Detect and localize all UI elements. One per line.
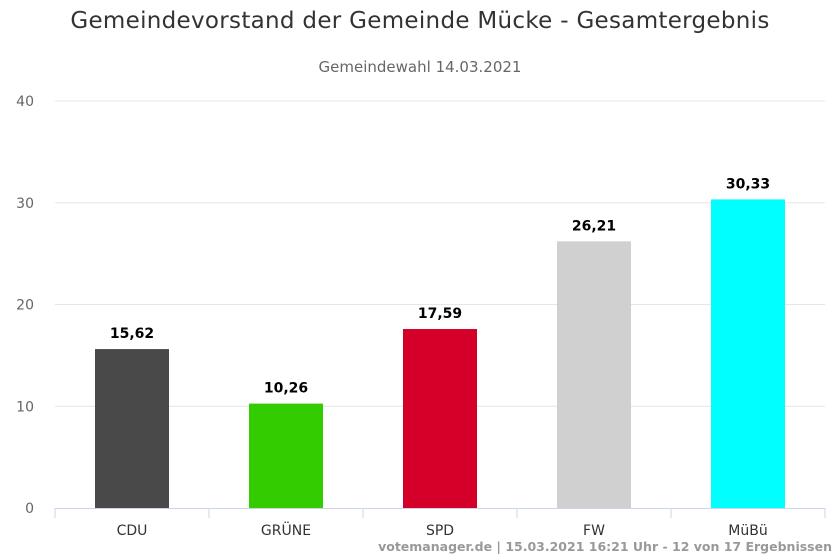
chart-title: Gemeindevorstand der Gemeinde Mücke - Ge… <box>70 8 770 34</box>
credits-footer[interactable]: votemanager.de | 15.03.2021 16:21 Uhr - … <box>378 539 832 554</box>
bars <box>95 199 785 509</box>
y-tick-label: 0 <box>25 501 34 517</box>
y-axis-ticks: 0 10 20 30 40 <box>16 94 34 517</box>
x-tick-label: CDU <box>117 523 148 539</box>
bar-grüne[interactable] <box>249 403 323 508</box>
data-label: 15,62 <box>110 326 154 342</box>
chart-subtitle: Gemeindewahl 14.03.2021 <box>318 58 522 76</box>
y-tick-label: 10 <box>16 399 34 415</box>
data-labels: 15,62 10,26 17,59 26,21 30,33 <box>110 176 770 396</box>
y-tick-label: 20 <box>16 298 34 314</box>
x-tick-label: MüBü <box>728 523 767 539</box>
x-tick-label: GRÜNE <box>261 521 311 539</box>
x-axis: CDU GRÜNE SPD FW MüBü <box>54 508 826 539</box>
bar-spd[interactable] <box>403 329 477 508</box>
y-tick-label: 40 <box>16 94 34 110</box>
x-tick-label: SPD <box>426 523 454 539</box>
data-label: 26,21 <box>572 218 616 234</box>
y-tick-label: 30 <box>16 196 34 212</box>
x-tick-label: FW <box>583 523 605 539</box>
bar-fw[interactable] <box>557 241 631 509</box>
bar-mübü[interactable] <box>711 199 785 508</box>
bar-cdu[interactable] <box>95 349 169 508</box>
data-label: 10,26 <box>264 381 308 397</box>
data-label: 17,59 <box>418 306 462 322</box>
data-label: 30,33 <box>726 176 770 192</box>
